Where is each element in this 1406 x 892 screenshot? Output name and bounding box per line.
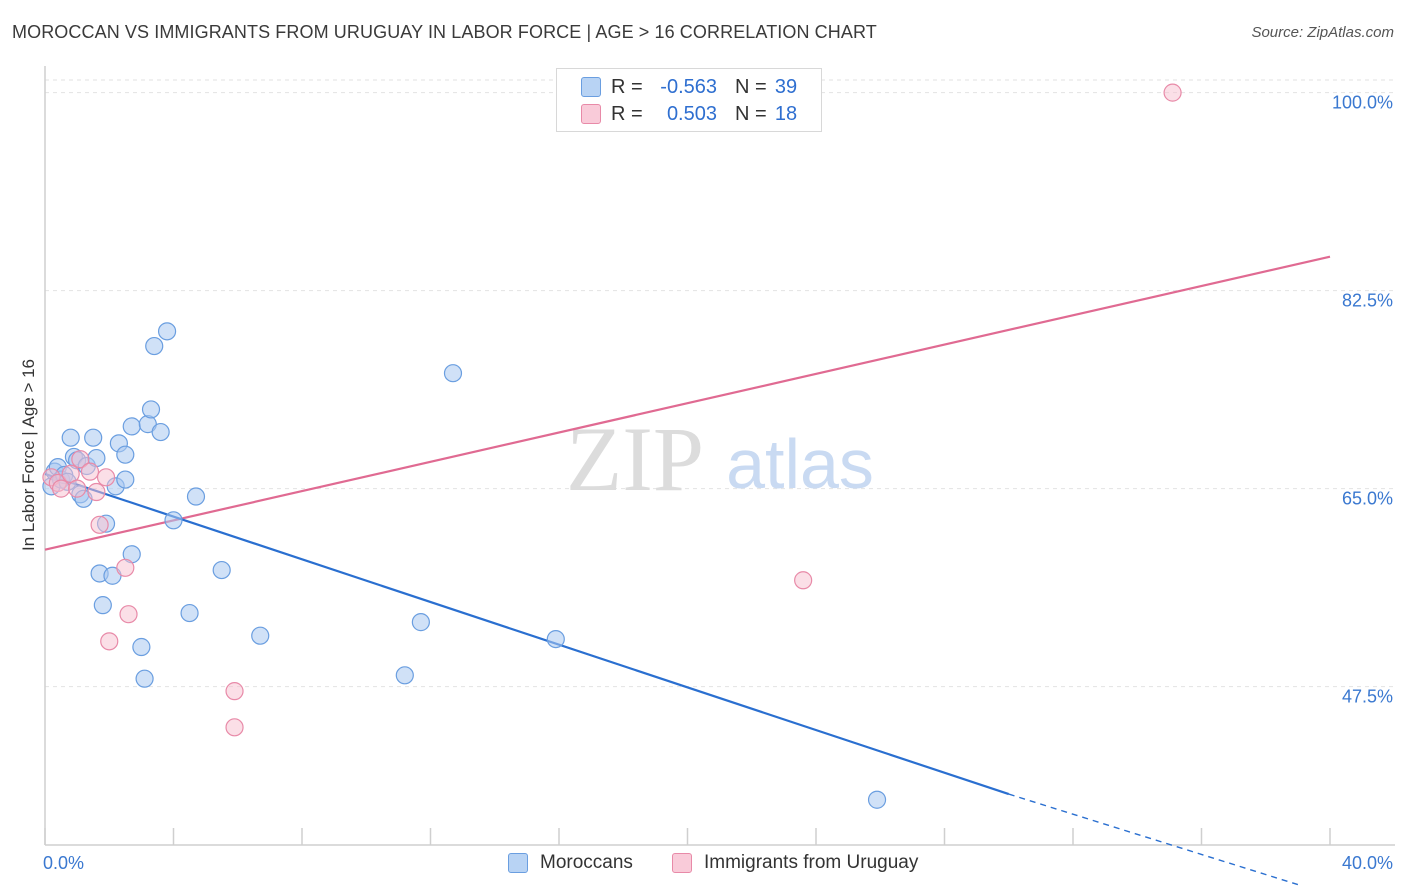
y-tick-label: 47.5% [1342,687,1393,707]
legend-label-moroccans: Moroccans [540,852,633,873]
source-label: Source: ZipAtlas.com [1251,24,1394,41]
watermark-zip: ZIP [566,408,704,510]
point-uruguay [87,482,106,502]
point-uruguay [90,515,109,534]
point-moroccans [157,322,177,341]
grid-layer [45,79,1395,688]
point-moroccans [212,560,231,580]
x-tick-label-min: 0.0% [43,853,84,873]
legend-row-moroccans: R = -0.563 N = 39 [581,75,801,99]
point-moroccans [251,626,270,645]
point-moroccans [180,603,199,623]
point-uruguay [794,571,813,590]
point-moroccans [132,637,151,657]
watermark-atlas: atlas [726,425,874,503]
legend-n-value: 39 [774,75,798,98]
point-moroccans [151,422,170,442]
point-moroccans [411,613,430,632]
legend-swatch-pink [581,104,601,124]
legend-r-value: -0.563 [660,75,717,98]
y-tick-label: 82.5% [1342,291,1393,311]
point-moroccans [443,364,463,383]
point-moroccans [164,511,183,530]
legend-r-label: R = [611,75,643,98]
point-moroccans [116,445,135,464]
legend-swatch-pink [672,853,692,873]
point-moroccans [116,470,135,489]
point-uruguay [225,718,244,737]
point-moroccans [145,336,164,356]
point-moroccans [395,666,414,685]
legend-r-value: 0.503 [666,102,717,125]
series-legend: Moroccans Immigrants from Uruguay [0,852,1406,878]
correlation-legend: R = -0.563 N = 39 R = 0.503 N = 18 [556,68,822,132]
legend-r-label: R = [611,102,643,125]
legend-swatch-blue [581,77,601,97]
legend-item-uruguay[interactable]: Immigrants from Uruguay [672,852,918,874]
point-moroccans [186,487,206,506]
legend-n-label: N = [735,102,767,125]
point-uruguay [100,632,119,651]
point-moroccans [135,669,154,688]
point-uruguay [225,682,244,701]
legend-label-uruguay: Immigrants from Uruguay [704,852,919,873]
axis-layer [44,66,1395,846]
legend-swatch-blue [508,853,528,873]
legend-n-label: N = [735,75,767,98]
point-moroccans [93,596,112,615]
y-tick-label: 100.0% [1332,93,1393,113]
point-layer [42,83,1182,809]
trend-line-uruguay [44,255,1331,551]
legend-item-moroccans[interactable]: Moroccans [508,852,633,874]
point-uruguay [51,479,71,498]
chart-title: MOROCCAN VS IMMIGRANTS FROM URUGUAY IN L… [12,22,877,42]
point-moroccans [84,428,103,447]
point-uruguay [71,450,90,469]
point-uruguay [80,462,100,481]
point-uruguay [96,468,116,487]
point-moroccans [867,790,887,809]
point-moroccans [141,400,161,419]
tick-label-layer: 47.5% 65.0% 82.5% 100.0% 0.0% 40.0% [43,93,1393,873]
trend-line-moroccans [44,472,1010,796]
point-uruguay [1163,83,1182,102]
point-moroccans [546,629,565,649]
legend-n-value: 18 [774,102,798,125]
point-uruguay [68,479,87,498]
y-tick-label: 65.0% [1342,489,1393,509]
point-uruguay [119,605,138,624]
watermark: ZIP atlas [566,408,874,510]
point-moroccans [122,417,141,436]
point-moroccans [61,428,80,447]
point-uruguay [116,558,135,577]
legend-row-uruguay: R = 0.503 N = 18 [581,102,801,126]
trend-layer [44,255,1331,886]
x-tick-label-max: 40.0% [1342,853,1393,873]
